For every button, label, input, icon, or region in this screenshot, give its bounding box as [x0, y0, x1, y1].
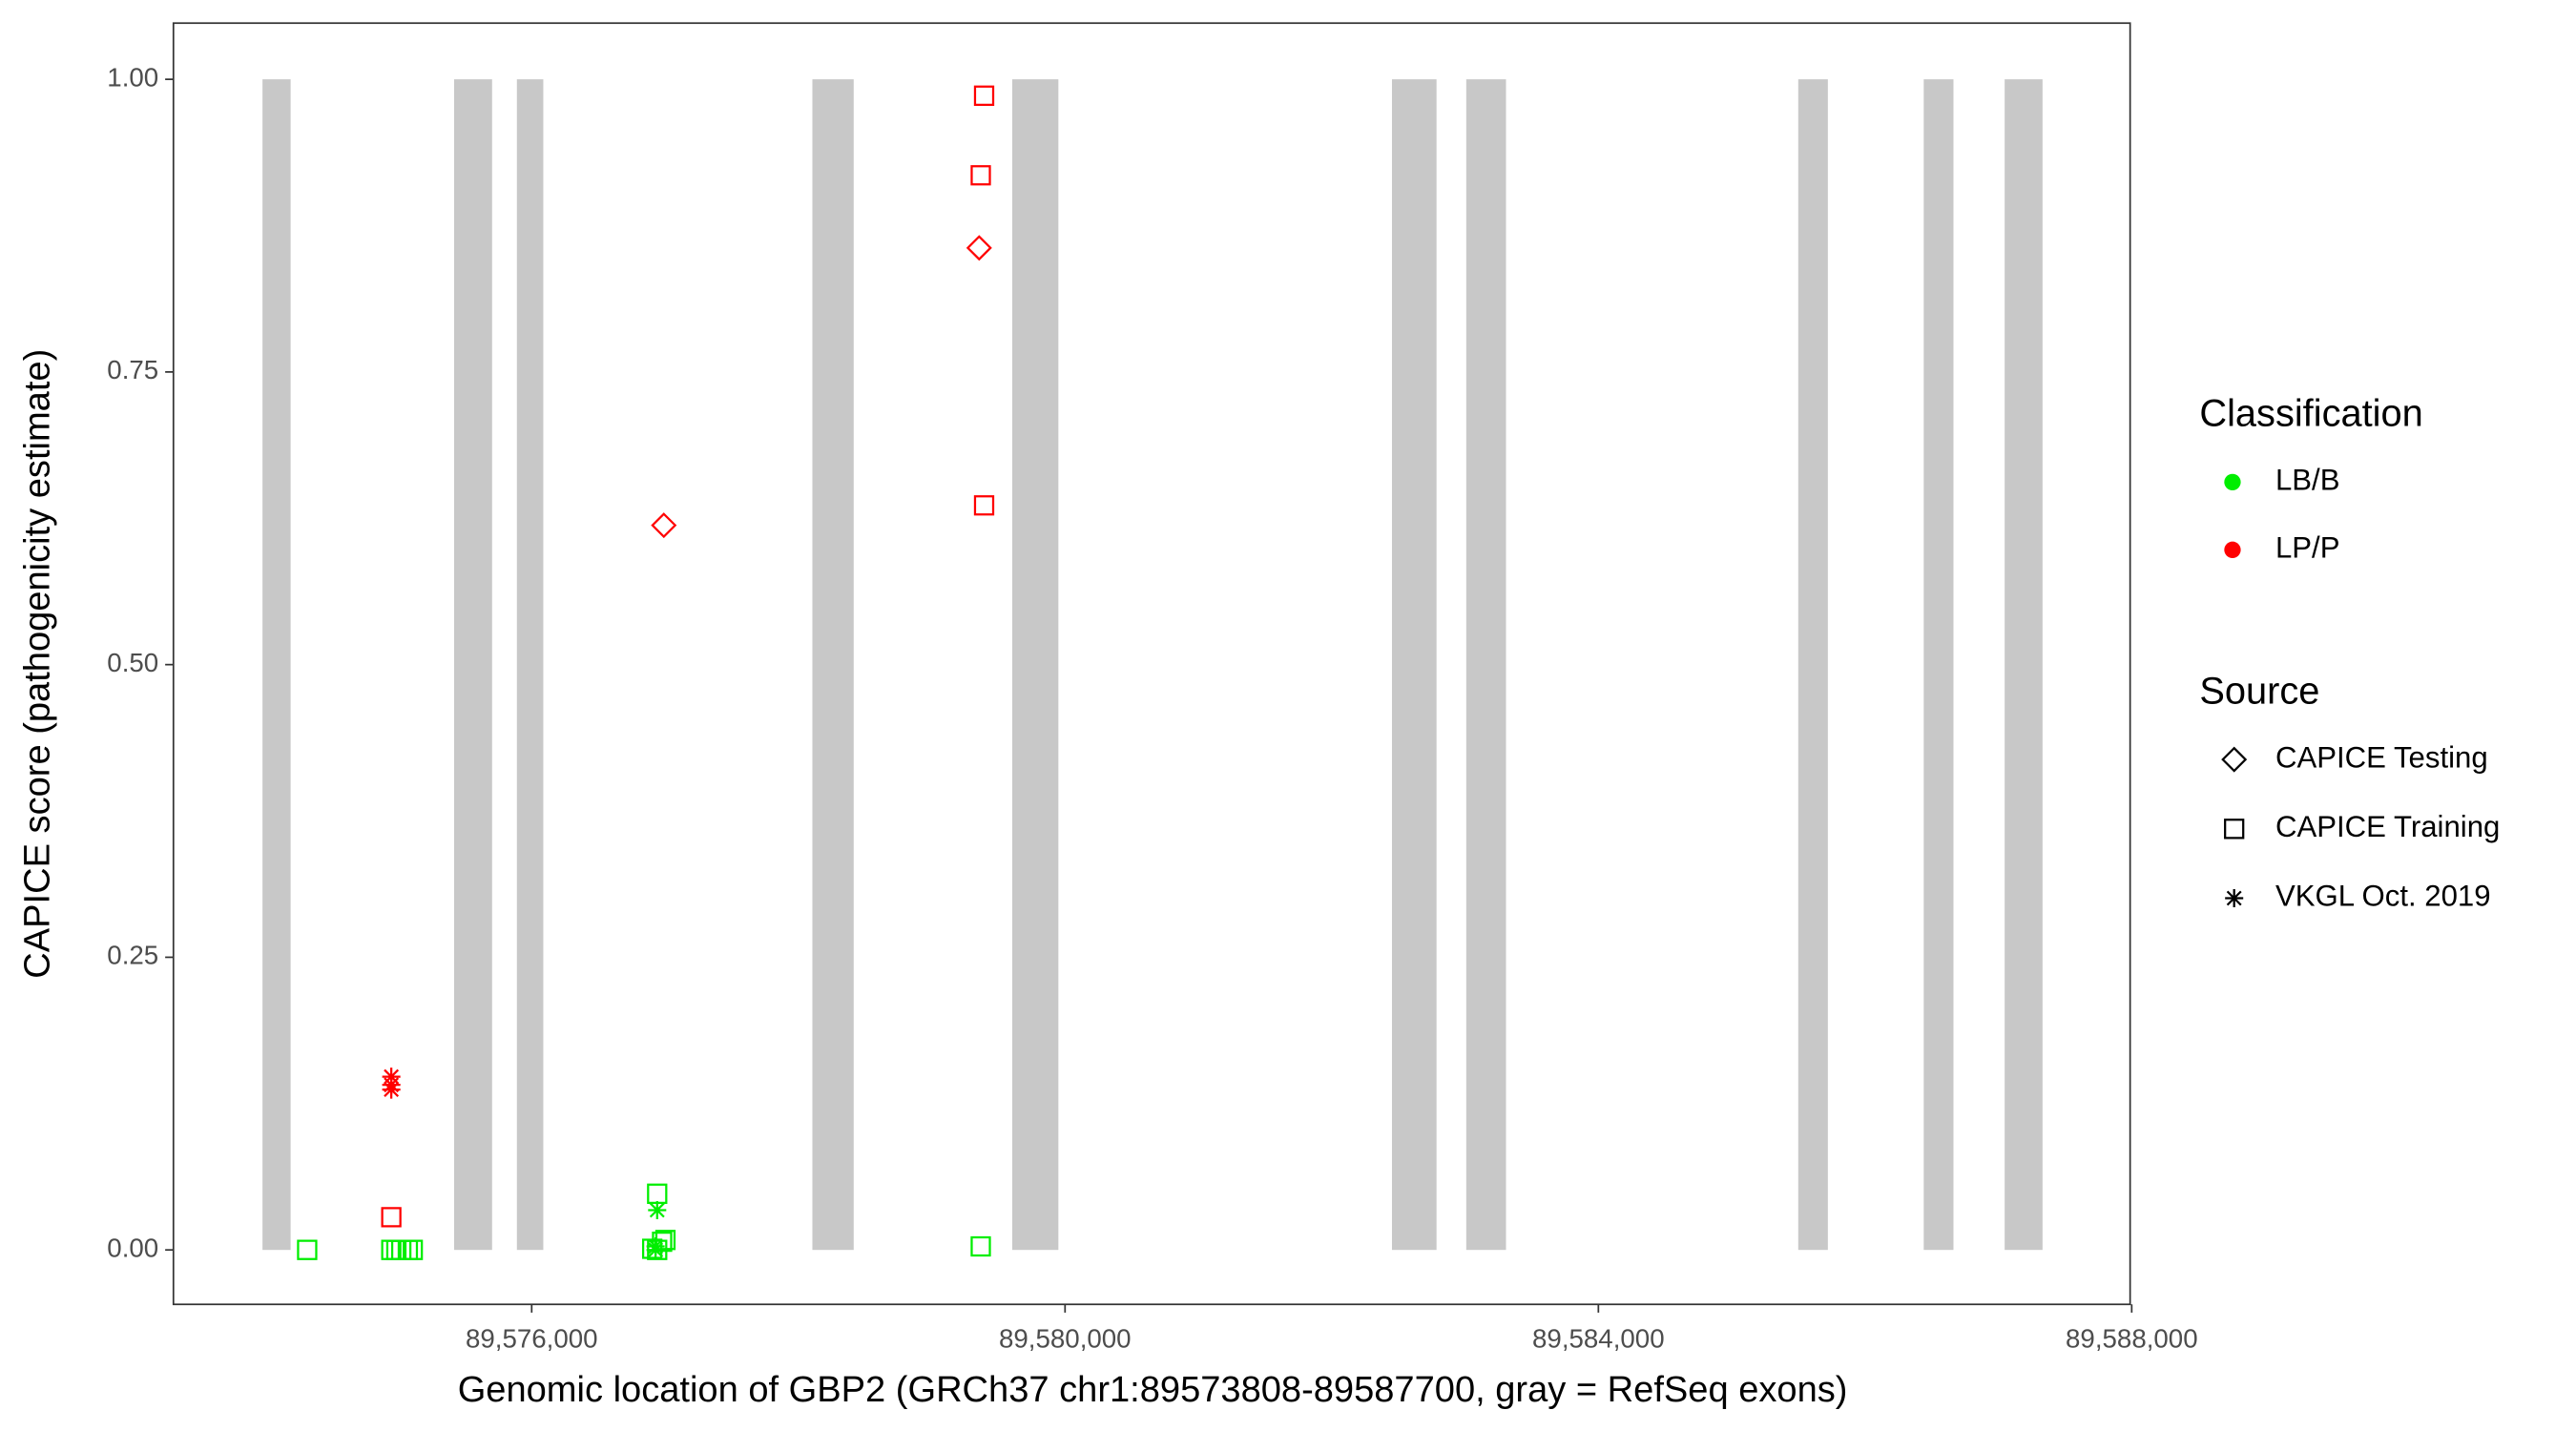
legend-key	[2225, 888, 2244, 908]
exon	[1465, 79, 1506, 1251]
legend-key	[2224, 541, 2241, 558]
point	[648, 1200, 667, 1219]
x-axis-title: Genomic location of GBP2 (GRCh37 chr1:89…	[458, 1370, 1848, 1410]
y-tick-label: 0.25	[107, 941, 158, 970]
y-tick-label: 0.75	[107, 355, 158, 384]
exon	[516, 79, 544, 1251]
plot-border	[172, 22, 2131, 1306]
legend-title: Classification	[2199, 393, 2422, 435]
legend-key	[2224, 473, 2241, 491]
exon	[1011, 79, 1059, 1251]
point	[973, 85, 995, 106]
point	[651, 512, 677, 539]
exon	[262, 79, 291, 1251]
exon	[1923, 79, 1954, 1251]
point	[973, 495, 995, 516]
exon	[453, 79, 492, 1251]
x-tick-label: 89,580,000	[999, 1324, 1132, 1354]
point	[402, 1239, 424, 1260]
point	[646, 1240, 665, 1259]
y-tick-label: 1.00	[107, 62, 158, 92]
x-tick-label: 89,588,000	[2066, 1324, 2198, 1354]
y-axis-title: CAPICE score (pathogenicity estimate)	[18, 349, 58, 979]
legend-title: Source	[2199, 670, 2319, 712]
legend-label: CAPICE Training	[2275, 810, 2500, 843]
point	[970, 165, 991, 186]
exon	[812, 79, 854, 1251]
point	[382, 1080, 401, 1099]
point	[297, 1239, 318, 1260]
point	[381, 1207, 402, 1228]
legend-label: VKGL Oct. 2019	[2275, 880, 2491, 913]
point	[966, 235, 992, 261]
legend-label: CAPICE Testing	[2275, 740, 2488, 774]
x-tick-label: 89,576,000	[466, 1324, 598, 1354]
legend-key	[2221, 746, 2248, 773]
exon	[1391, 79, 1437, 1251]
legend-key	[2224, 819, 2245, 840]
exon	[2005, 79, 2043, 1251]
point	[647, 1183, 668, 1204]
point	[970, 1235, 991, 1257]
y-tick-label: 0.50	[107, 648, 158, 677]
legend-label: LP/P	[2275, 531, 2340, 565]
exon	[1797, 79, 1828, 1251]
x-tick-label: 89,584,000	[1532, 1324, 1665, 1354]
legend-label: LB/B	[2275, 464, 2340, 497]
y-tick-label: 0.00	[107, 1234, 158, 1263]
